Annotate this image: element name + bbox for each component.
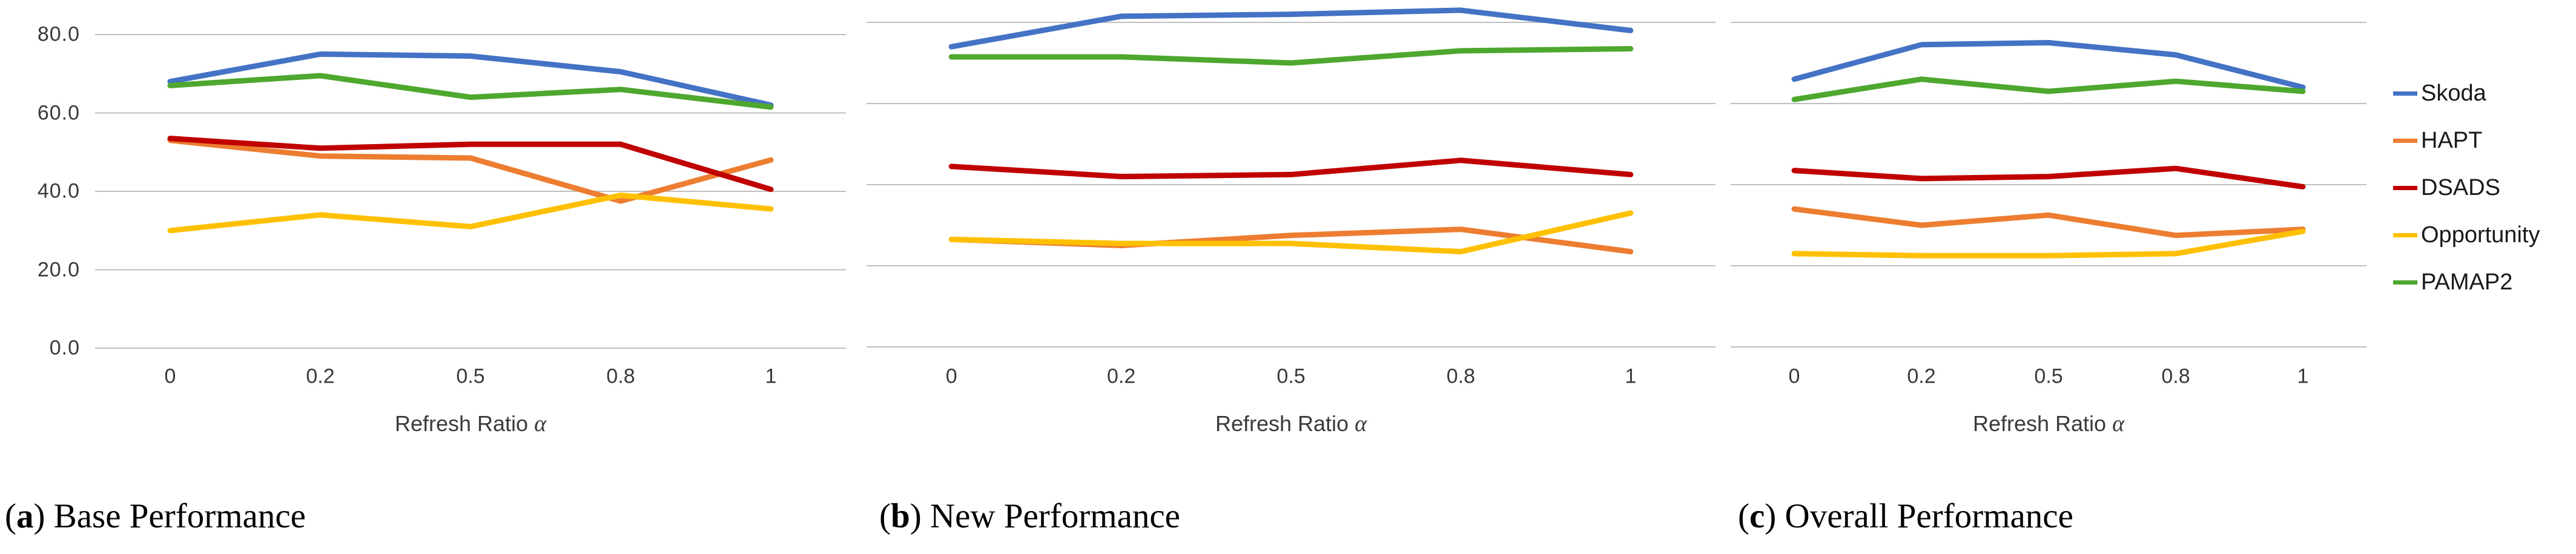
legend-line-marker <box>2393 91 2417 96</box>
x-axis-title: Refresh Ratio α <box>1973 411 2124 437</box>
x-axis-tick-label: 0 <box>1788 364 1800 388</box>
legend-label: DSADS <box>2421 175 2500 200</box>
caption-text: Overall Performance <box>1785 497 2073 535</box>
legend-label: Skoda <box>2421 81 2486 106</box>
x-axis-title: Refresh Ratio α <box>1215 411 1367 437</box>
series-line-pamap2 <box>948 46 1634 66</box>
legend-line-marker <box>2393 185 2417 190</box>
series-line-hapt <box>167 137 774 204</box>
caption-text: New Performance <box>930 497 1180 535</box>
alpha-symbol: α <box>1355 411 1367 437</box>
x-axis-title: Refresh Ratio α <box>395 411 546 437</box>
y-axis-tick-label: 80.0 <box>37 22 80 46</box>
x-axis-tick-label: 1 <box>1625 364 1637 388</box>
caption-letter: a <box>16 497 34 535</box>
series-line-hapt <box>1791 206 2306 239</box>
caption-letter: c <box>1749 497 1765 535</box>
series-line-skoda <box>1791 40 2306 90</box>
caption-paren: ) <box>33 497 54 535</box>
legend-item-pamap2: PAMAP2 <box>2393 271 2512 294</box>
series-line-pamap2 <box>167 73 774 110</box>
legend-label: Opportunity <box>2421 222 2540 248</box>
legend-item-dsads: DSADS <box>2393 176 2500 199</box>
caption-paren: ) <box>1765 497 1785 535</box>
legend-line-marker <box>2393 232 2417 237</box>
panel-caption-a: (a) Base Performance <box>5 496 306 536</box>
x-axis-tick-label: 0.8 <box>1446 364 1476 388</box>
legend-line-marker <box>2393 280 2417 285</box>
x-axis-tick-label: 0.8 <box>606 364 635 388</box>
caption-paren: ( <box>5 497 16 535</box>
y-axis-tick-label: 40.0 <box>37 179 80 203</box>
y-axis-tick-label: 20.0 <box>37 258 80 281</box>
series-line-skoda <box>167 51 774 108</box>
alpha-symbol: α <box>2112 411 2125 437</box>
x-axis-tick-label: 0 <box>164 364 176 388</box>
caption-letter: b <box>890 497 910 535</box>
x-axis-title-text: Refresh Ratio <box>1215 411 1355 436</box>
x-axis-tick-label: 0.5 <box>456 364 485 388</box>
x-axis-tick-label: 1 <box>765 364 777 388</box>
alpha-symbol: α <box>534 411 547 437</box>
x-axis-tick-label: 0.5 <box>1276 364 1306 388</box>
x-axis-tick-label: 0.2 <box>306 364 335 388</box>
series-line-skoda <box>948 7 1634 50</box>
y-axis-tick-label: 60.0 <box>37 101 80 124</box>
caption-paren: ( <box>879 497 891 535</box>
legend-label: HAPT <box>2421 128 2483 153</box>
y-axis-tick-label: 0.0 <box>49 336 80 360</box>
series-line-dsads <box>167 136 774 193</box>
series-line-dsads <box>948 157 1634 180</box>
series-line-opportunity <box>1791 228 2306 259</box>
series-line-opportunity <box>948 210 1634 255</box>
series-line-pamap2 <box>1791 76 2306 102</box>
x-axis-tick-label: 0.2 <box>1106 364 1136 388</box>
legend-item-opportunity: Opportunity <box>2393 223 2540 246</box>
x-axis-tick-label: 1 <box>2297 364 2309 388</box>
panel-caption-b: (b) New Performance <box>879 496 1180 536</box>
x-axis-tick-label: 0.8 <box>2161 364 2190 388</box>
legend-item-hapt: HAPT <box>2393 129 2482 152</box>
x-axis-title-text: Refresh Ratio <box>1972 411 2113 436</box>
legend-label: PAMAP2 <box>2421 269 2513 295</box>
x-axis-tick-label: 0 <box>945 364 957 388</box>
caption-paren: ) <box>910 497 930 535</box>
series-line-dsads <box>1791 165 2306 190</box>
legend-line-marker <box>2393 138 2417 143</box>
caption-paren: ( <box>1738 497 1749 535</box>
panel-caption-c: (c) Overall Performance <box>1738 496 2073 536</box>
x-axis-tick-label: 0.5 <box>2034 364 2063 388</box>
series-line-opportunity <box>167 193 774 234</box>
caption-text: Base Performance <box>53 497 306 535</box>
x-axis-title-text: Refresh Ratio <box>394 411 535 436</box>
x-axis-tick-label: 0.2 <box>1907 364 1936 388</box>
legend-item-skoda: Skoda <box>2393 82 2486 105</box>
